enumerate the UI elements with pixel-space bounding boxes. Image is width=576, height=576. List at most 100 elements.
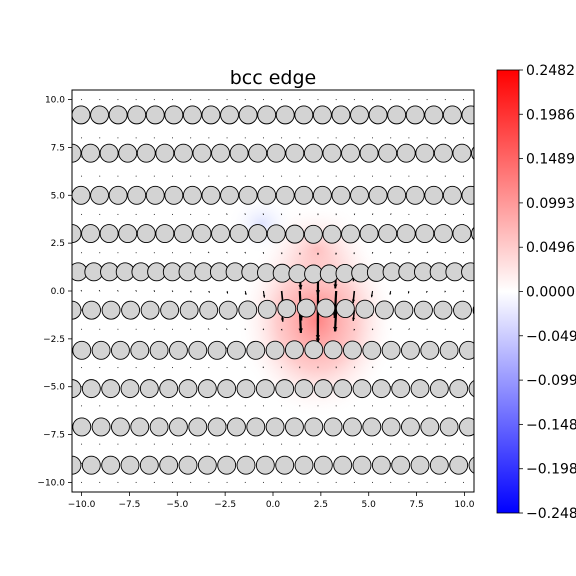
atom [159, 379, 179, 399]
atom [371, 455, 391, 475]
x-tick-label: −7.5 [118, 500, 140, 510]
atom [355, 299, 375, 319]
atom [110, 417, 130, 437]
vector-arrow-head [335, 213, 337, 216]
atom [477, 263, 495, 281]
atom [275, 185, 295, 205]
atom [424, 105, 444, 125]
vector-arrow [444, 367, 446, 369]
vector-arrow [153, 175, 155, 177]
atom [275, 455, 295, 475]
vector-arrow [408, 443, 410, 445]
vector-arrow-head [372, 328, 374, 331]
atom [284, 340, 304, 360]
vector-arrow-head [226, 291, 229, 294]
atom [400, 417, 420, 437]
atom [168, 340, 188, 360]
atom [90, 105, 110, 125]
x-tick-label: −10.0 [68, 500, 96, 510]
vector-arrow [444, 175, 446, 177]
vector-arrow [153, 367, 155, 369]
vector-arrow [117, 99, 119, 101]
vector-arrow [444, 405, 446, 407]
atom [342, 340, 362, 360]
vector-arrow-head [335, 252, 337, 255]
vector-arrow [81, 137, 83, 139]
y-tick-label: 5.0 [51, 191, 66, 201]
atom [449, 379, 469, 399]
atom [127, 105, 147, 125]
atom [178, 379, 198, 399]
vector-arrow-head [116, 289, 119, 292]
vector-arrow [408, 405, 410, 407]
vector-arrow [281, 99, 283, 101]
atom [472, 305, 474, 316]
vector-arrow-head [280, 213, 283, 216]
atom [192, 224, 212, 244]
vector-arrow-head [351, 299, 356, 303]
colorbar [496, 69, 520, 514]
vector-arrow [99, 213, 101, 215]
atom [323, 340, 343, 360]
vector-arrow [299, 99, 301, 101]
atom [238, 185, 258, 205]
atom [461, 105, 474, 125]
vector-arrow-head [171, 290, 174, 293]
atom [350, 105, 369, 125]
vector-arrow [208, 137, 210, 139]
atom [160, 300, 180, 320]
vector-arrow [172, 481, 173, 483]
atom [277, 299, 297, 319]
atom [396, 143, 416, 163]
vector-arrow-head [390, 251, 392, 254]
vector-arrow-head [390, 366, 392, 368]
colorbar-tick-label: 0.1489 [526, 152, 575, 168]
vector-arrow [99, 137, 101, 139]
vector-arrow-head [262, 366, 264, 368]
vector-arrow [372, 175, 374, 177]
vector-arrow [262, 175, 264, 177]
atom [72, 455, 82, 475]
vector-arrow-head [262, 295, 266, 298]
vector-arrow [135, 213, 137, 215]
atom-row [72, 185, 474, 205]
atom [197, 455, 217, 475]
vector-arrow [335, 137, 337, 139]
vector-arrow-head [262, 252, 264, 254]
atom [391, 455, 411, 475]
atom [246, 417, 266, 437]
atom [459, 417, 474, 437]
vector-arrow [99, 367, 101, 369]
vector-arrow-head [389, 292, 392, 295]
atom [159, 455, 179, 475]
vector-arrow [190, 367, 192, 369]
vector-arrow [444, 328, 446, 330]
vector-arrow [117, 405, 119, 407]
atom [285, 143, 305, 163]
atom [81, 143, 101, 163]
vector-arrow-head [372, 213, 374, 215]
atom [229, 143, 249, 163]
vector-arrow [333, 290, 338, 319]
x-tick-label: 0.0 [266, 500, 281, 510]
colorbar-tick-label: −0.148 [526, 417, 576, 433]
atom [238, 300, 258, 320]
vector-arrow [81, 443, 83, 445]
vector-arrow [81, 328, 83, 330]
atom [374, 300, 394, 320]
atom [207, 417, 227, 437]
vector-arrow [426, 175, 428, 177]
atom [266, 143, 286, 163]
vector-arrow [190, 443, 192, 445]
atom [342, 417, 362, 437]
x-tick-label: 7.5 [409, 500, 423, 510]
colorbar-tick-label: −0.049 [526, 329, 576, 345]
atom [168, 417, 188, 437]
atom [341, 143, 360, 163]
atom [371, 379, 391, 399]
vector-arrow-head [370, 294, 374, 298]
atom [182, 185, 202, 205]
vector-arrow [408, 137, 410, 139]
atom [220, 105, 239, 125]
